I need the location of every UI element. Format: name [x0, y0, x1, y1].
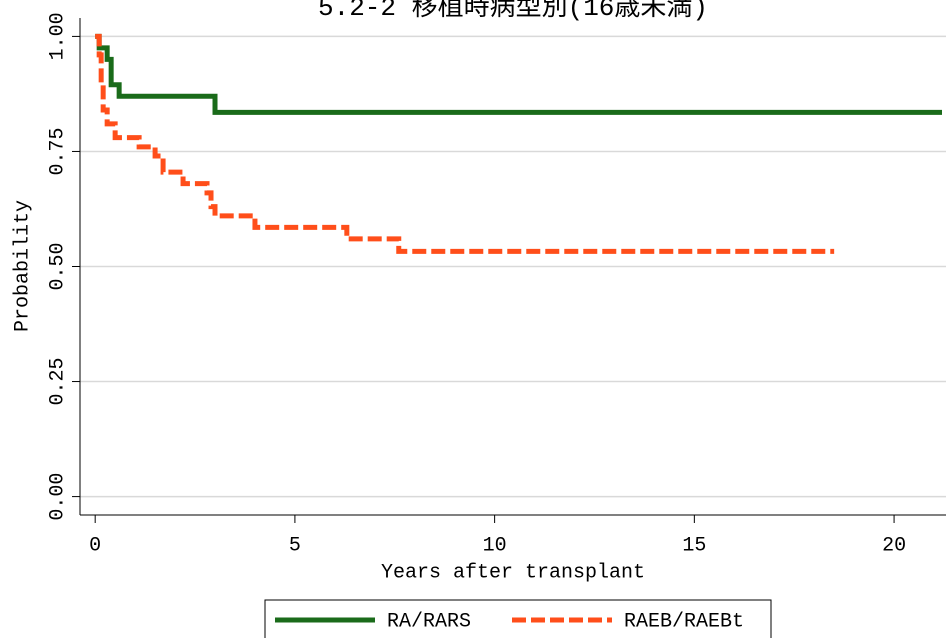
x-tick-label: 20: [882, 534, 906, 557]
y-tick-label: 0.75: [46, 127, 69, 175]
y-tick-label: 0.50: [46, 242, 69, 290]
x-tick-label: 5: [289, 534, 301, 557]
y-tick-label: 0.25: [46, 358, 69, 406]
y-axis-label: Probability: [11, 200, 34, 332]
chart-title: 5.2-2 移植時病型別(16歳未満): [318, 0, 708, 23]
survival-curve: [95, 33, 835, 254]
x-tick-label: 0: [89, 534, 101, 557]
x-tick-label: 10: [483, 534, 507, 557]
legend-label: RA/RARS: [387, 610, 471, 633]
legend-label: RAEB/RAEBt: [624, 610, 744, 633]
y-tick-label: 1.00: [46, 12, 69, 60]
y-tick-label: 0.00: [46, 473, 69, 521]
x-tick-label: 15: [682, 534, 706, 557]
x-axis-label: Years after transplant: [381, 561, 645, 584]
survival-curve: [95, 33, 943, 115]
